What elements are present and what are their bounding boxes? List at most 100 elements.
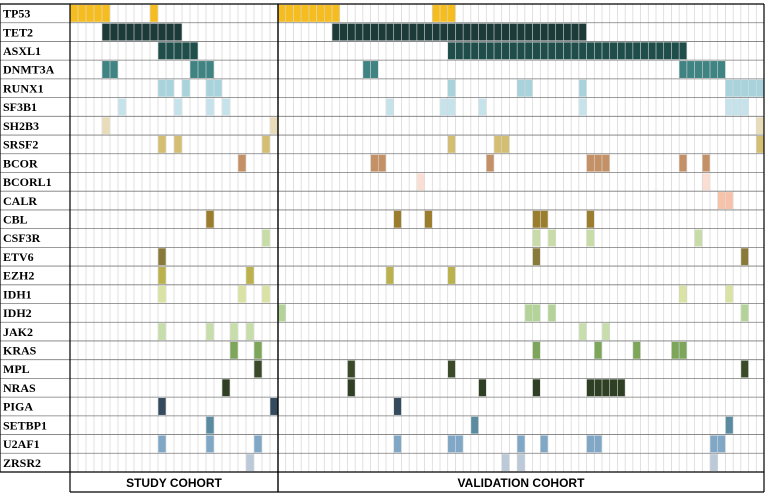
mutation-cell-asxl1 <box>448 42 456 60</box>
mutation-cell-tp53 <box>86 4 94 22</box>
mutation-cell-nras <box>617 379 625 397</box>
mutation-cell-tet2 <box>532 23 540 41</box>
mutation-cell-dnmt3a <box>687 61 695 78</box>
mutation-cell-tp53 <box>324 4 332 22</box>
mutation-cell-asxl1 <box>586 42 594 60</box>
mutation-cell-mpl <box>741 360 749 378</box>
mutation-cell-tet2 <box>463 23 471 41</box>
mutation-cell-tet2 <box>158 23 166 41</box>
mutation-cell-sf3b1 <box>725 98 733 116</box>
mutation-cell-piga <box>158 398 166 415</box>
mutation-cell-tet2 <box>378 23 386 41</box>
gene-label-tp53: TP53 <box>3 7 30 21</box>
mutation-cell-asxl1 <box>463 42 471 60</box>
mutation-cell-tet2 <box>386 23 394 41</box>
mutation-cell-sf3b1 <box>174 98 182 116</box>
gene-label-ezh2: EZH2 <box>3 269 34 283</box>
mutation-cell-runx1 <box>158 79 166 97</box>
mutation-cell-tet2 <box>494 23 502 41</box>
mutation-cell-tp53 <box>286 4 294 22</box>
gene-label-zrsr2: ZRSR2 <box>3 456 41 470</box>
mutation-cell-sf3b1 <box>386 98 394 116</box>
mutation-cell-nras <box>347 379 355 397</box>
mutation-cell-zrsr2 <box>246 454 254 472</box>
mutation-cell-sf3b1 <box>478 98 486 116</box>
mutation-cell-tet2 <box>563 23 571 41</box>
gene-label-nras: NRAS <box>3 381 36 395</box>
mutation-cell-tet2 <box>417 23 425 41</box>
mutation-cell-u2af1 <box>206 435 214 453</box>
mutation-cell-bcor <box>370 154 378 172</box>
mutation-cell-asxl1 <box>579 42 587 60</box>
mutation-cell-idh2 <box>532 304 540 322</box>
gene-labels: TP53 TET2 ASXL1 DNMT3A RUNX1 SF3B1 SH2B3 SRSF2 B… <box>3 7 55 470</box>
mutation-cell-tet2 <box>525 23 533 41</box>
mutation-cell-asxl1 <box>633 42 641 60</box>
mutation-cell-asxl1 <box>158 42 166 60</box>
mutation-cell-tp53 <box>78 4 86 22</box>
mutation-cell-runx1 <box>182 79 190 97</box>
gene-label-jak2: JAK2 <box>3 325 33 339</box>
mutation-cell-nras <box>478 379 486 397</box>
mutation-cell-cbl <box>394 210 402 228</box>
mutation-cell-idh2 <box>278 304 286 322</box>
mutation-cell-asxl1 <box>532 42 540 60</box>
mutation-cell-tet2 <box>118 23 126 41</box>
mutation-cell-sf3b1 <box>222 98 230 116</box>
mutation-cell-tet2 <box>455 23 463 41</box>
mutation-cell-csf3r <box>262 229 270 247</box>
gene-label-u2af1: U2AF1 <box>3 437 40 451</box>
mutation-cell-sf3b1 <box>579 98 587 116</box>
mutation-cell-zrsr2 <box>502 454 510 472</box>
mutation-cell-tet2 <box>174 23 182 41</box>
mutation-cell-setbp1 <box>206 416 214 434</box>
mutation-cell-runx1 <box>166 79 174 97</box>
mutation-cell-asxl1 <box>617 42 625 60</box>
mutation-cell-asxl1 <box>174 42 182 60</box>
mutation-cell-tet2 <box>340 23 348 41</box>
mutation-cell-bcorl1 <box>702 173 710 191</box>
mutation-cell-setbp1 <box>725 416 733 434</box>
gene-label-etv6: ETV6 <box>3 250 34 264</box>
mutation-cell-bcor <box>486 154 494 172</box>
mutation-cell-srsf2 <box>756 135 764 153</box>
mutation-cell-etv6 <box>532 248 540 266</box>
mutation-cell-jak2 <box>230 323 238 341</box>
mutation-cell-kras <box>532 341 540 359</box>
gene-label-sf3b1: SF3B1 <box>3 100 37 114</box>
chart-frame <box>0 4 765 493</box>
mutation-cell-tp53 <box>70 4 78 22</box>
mutation-cell-dnmt3a <box>110 61 118 78</box>
mutation-cell-tet2 <box>471 23 479 41</box>
mutation-cell-asxl1 <box>610 42 618 60</box>
mutation-cell-mpl <box>254 360 262 378</box>
mutation-cell-asxl1 <box>602 42 610 60</box>
mutation-cell-asxl1 <box>548 42 556 60</box>
mutation-cell-tet2 <box>166 23 174 41</box>
mutation-cell-asxl1 <box>166 42 174 60</box>
mutation-cell-jak2 <box>246 323 254 341</box>
mutation-cell-dnmt3a <box>370 61 378 78</box>
mutation-cell-asxl1 <box>478 42 486 60</box>
mutation-cell-asxl1 <box>664 42 672 60</box>
mutation-cell-cbl <box>532 210 540 228</box>
mutation-cell-bcor <box>594 154 602 172</box>
mutation-cell-idh1 <box>262 285 270 303</box>
gene-label-setbp1: SETBP1 <box>3 418 47 432</box>
mutation-cell-runx1 <box>756 79 764 97</box>
mutation-cell-u2af1 <box>586 435 594 453</box>
mutation-cell-u2af1 <box>455 435 463 453</box>
mutation-cell-kras <box>671 341 679 359</box>
mutation-cell-tp53 <box>94 4 102 22</box>
mutation-cell-sh2b3 <box>102 117 110 135</box>
mutation-cell-tet2 <box>126 23 134 41</box>
mutation-cell-zrsr2 <box>517 454 525 472</box>
mutation-cell-u2af1 <box>158 435 166 453</box>
gene-label-piga: PIGA <box>3 400 33 414</box>
mutation-cell-tet2 <box>110 23 118 41</box>
mutation-cell-srsf2 <box>448 135 456 153</box>
validation-cohort-label: VALIDATION COHORT <box>458 476 586 490</box>
mutation-cell-asxl1 <box>509 42 517 60</box>
mutation-cell-tet2 <box>409 23 417 41</box>
